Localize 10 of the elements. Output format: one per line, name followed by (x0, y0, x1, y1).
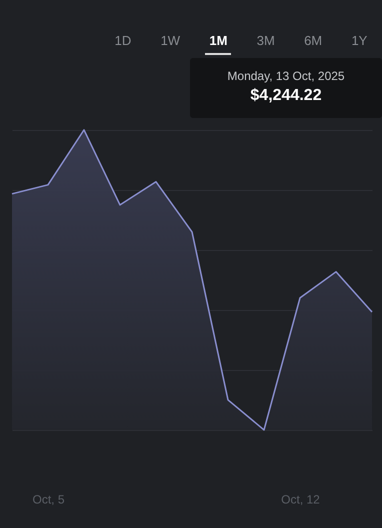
text: 6M (303, 33, 324, 48)
text: Monday, 13 Oct, 2025 (226, 69, 346, 83)
text: 1W (160, 33, 182, 48)
text: 1M (208, 33, 228, 48)
text: 1D (114, 33, 132, 48)
text: 1Y (350, 33, 368, 48)
text: 3M (256, 33, 276, 48)
text: $4,244.22 (249, 87, 323, 105)
x-tick-label: Oct, 12 (281, 492, 320, 506)
x-tick-label: Oct, 5 (32, 492, 65, 506)
